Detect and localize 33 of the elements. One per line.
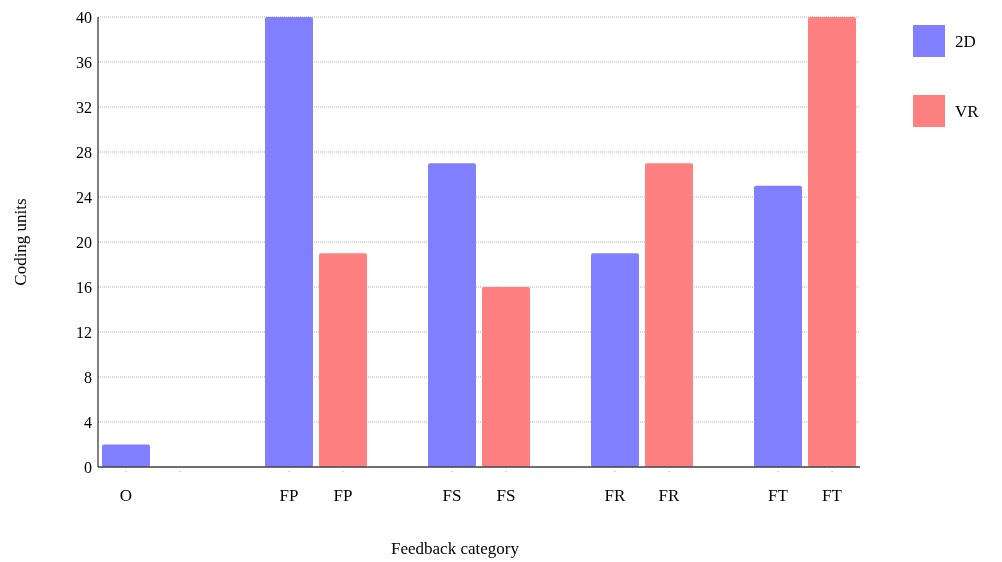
y-tick-label: 8 [84,368,92,386]
bar [808,17,856,467]
y-tick-label: 4 [84,413,92,431]
bar [591,253,639,467]
x-tick-label: FR [658,486,681,505]
bar [319,253,367,467]
x-axis-title: Feedback category [391,539,520,558]
bar [102,444,150,467]
x-tick-label: FS [496,486,516,505]
bar [754,185,802,467]
legend-label: 2D [955,31,976,51]
bar [482,287,530,467]
y-tick-label: 36 [76,53,92,71]
y-tick-label: 32 [76,98,92,116]
x-tick-label: FT [822,486,843,505]
x-tick-label: FT [768,486,789,505]
bar [428,163,476,467]
legend-label: VR [955,101,980,121]
x-tick-label: FP [279,486,299,505]
y-tick-label: 28 [76,143,92,161]
x-tick-label: FR [604,486,627,505]
bar [645,163,693,467]
x-tick-label: FS [442,486,462,505]
y-tick-label: 20 [76,233,92,251]
y-tick-label: 16 [76,278,92,296]
y-tick-label: 0 [84,458,92,476]
x-tick-label: O [119,486,133,505]
y-tick-label: 24 [76,188,92,206]
y-tick-label: 12 [76,323,92,341]
y-axis-title: Coding units [11,198,30,286]
bar [265,17,313,467]
y-tick-label: 40 [76,8,92,26]
x-tick-label: FP [333,486,353,505]
